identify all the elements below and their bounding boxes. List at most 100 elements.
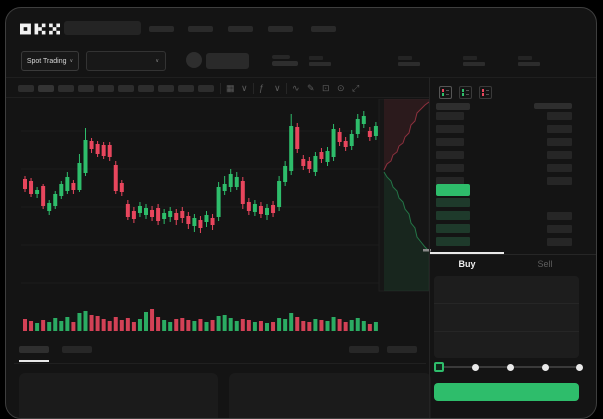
ask-price-placeholder[interactable] <box>436 112 464 120</box>
volume-bar <box>144 312 148 331</box>
chart-tab-placeholder[interactable] <box>19 346 49 353</box>
candle-body <box>101 145 106 156</box>
bid-price-placeholder[interactable] <box>436 198 470 207</box>
candle-body <box>301 159 306 166</box>
interval-button-placeholder[interactable] <box>18 85 34 92</box>
chevron-down-icon[interactable]: ∨ <box>241 83 248 93</box>
candle-body <box>265 208 269 215</box>
candle-body <box>168 211 173 217</box>
candle-body <box>349 134 354 146</box>
pair-name-placeholder[interactable] <box>206 53 249 69</box>
interval-button-placeholder[interactable] <box>138 85 154 92</box>
candle-body <box>59 184 64 196</box>
price-field[interactable] <box>434 276 579 303</box>
pair-avatar[interactable] <box>186 52 202 68</box>
candle-body <box>337 132 342 142</box>
volume-bar <box>349 320 354 331</box>
draw-tool-icon[interactable]: ✎ <box>307 83 315 93</box>
line-tool-icon[interactable]: ∿ <box>292 83 300 93</box>
volume-bar <box>113 317 118 331</box>
order-book-panel: Buy Sell <box>429 77 596 418</box>
interval-button-placeholder[interactable] <box>98 85 114 92</box>
volume-bar <box>222 315 227 331</box>
snapshot-icon[interactable]: ⊡ <box>322 83 330 93</box>
candle-body <box>355 119 360 134</box>
slider-stop-dot[interactable] <box>472 363 479 371</box>
chevron-down-icon[interactable]: ∨ <box>274 83 281 93</box>
volume-bar <box>180 318 185 331</box>
chart-action-placeholder[interactable] <box>349 346 379 353</box>
interval-button-placeholder[interactable] <box>58 85 74 92</box>
volume-bar <box>265 323 269 331</box>
candle-body <box>29 181 34 194</box>
tab-sell[interactable]: Sell <box>537 259 553 269</box>
tab-buy[interactable]: Buy <box>458 259 476 269</box>
settings-icon[interactable]: ⊙ <box>337 83 345 93</box>
volume-bar <box>83 311 88 331</box>
interval-button-placeholder[interactable] <box>38 85 54 92</box>
bottom-panel-left[interactable] <box>19 373 218 418</box>
order-book-asks-icon[interactable] <box>479 86 492 99</box>
ask-price-placeholder[interactable] <box>436 164 464 172</box>
volume-bar <box>295 317 300 331</box>
bid-amount-placeholder <box>547 212 572 220</box>
bid-amount-placeholder <box>547 225 572 233</box>
fullscreen-icon[interactable]: ⤢ <box>352 83 360 93</box>
ask-price-placeholder[interactable] <box>436 151 464 159</box>
nav-item-placeholder[interactable] <box>311 26 336 32</box>
pair-dropdown[interactable]: ∨ <box>86 51 166 71</box>
divider <box>14 363 426 364</box>
bid-price-placeholder[interactable] <box>436 211 470 220</box>
last-price-highlight[interactable] <box>436 184 470 196</box>
spot-trading-selector[interactable]: Spot Trading ∨ <box>21 51 79 71</box>
volume-bar <box>337 319 342 331</box>
slider-stop-dot[interactable] <box>542 363 549 371</box>
nav-item-placeholder[interactable] <box>268 26 293 32</box>
volume-bar <box>131 322 136 331</box>
interval-button-placeholder[interactable] <box>198 85 214 92</box>
ask-price-placeholder[interactable] <box>436 138 464 146</box>
interval-button-placeholder[interactable] <box>158 85 174 92</box>
amount-field[interactable] <box>434 304 579 331</box>
volume-bar <box>156 317 161 331</box>
nav-item-placeholder[interactable] <box>188 26 213 32</box>
stat-label-placeholder <box>463 56 477 60</box>
order-book-bids-icon[interactable] <box>459 86 472 99</box>
interval-button-placeholder[interactable] <box>78 85 94 92</box>
ask-price-placeholder[interactable] <box>436 177 464 185</box>
stat-value-placeholder <box>518 62 540 66</box>
buy-submit-button[interactable] <box>434 383 579 401</box>
volume-bar <box>204 322 209 331</box>
volume-bar <box>228 318 233 331</box>
indicator-icon[interactable]: ƒ <box>259 83 265 93</box>
search-input[interactable] <box>64 21 141 35</box>
chart-action-placeholder[interactable] <box>387 346 417 353</box>
amount-slider-handle[interactable] <box>434 362 444 372</box>
interval-button-placeholder[interactable] <box>178 85 194 92</box>
ask-price-placeholder[interactable] <box>436 125 464 133</box>
okx-logo[interactable] <box>20 23 60 35</box>
total-field[interactable] <box>434 332 579 358</box>
volume-bar <box>277 318 282 331</box>
candle-body <box>83 140 88 173</box>
chart-tab-placeholder[interactable] <box>62 346 92 353</box>
slider-stop-dot[interactable] <box>507 363 514 371</box>
bid-price-placeholder[interactable] <box>436 237 470 246</box>
nav-item-placeholder[interactable] <box>149 26 174 32</box>
volume-bar <box>101 319 106 331</box>
candlestick-chart[interactable] <box>21 99 431 336</box>
candle-body <box>283 166 288 182</box>
volume-bar <box>150 309 155 331</box>
candle-style-icon[interactable]: ▦ <box>226 83 235 93</box>
ask-amount-placeholder <box>547 125 572 133</box>
ask-amount-placeholder <box>547 138 572 146</box>
interval-button-placeholder[interactable] <box>118 85 134 92</box>
candle-body <box>113 165 118 191</box>
bottom-panel-right[interactable] <box>229 373 431 418</box>
slider-stop-dot[interactable] <box>576 363 583 371</box>
candle-body <box>361 116 366 124</box>
bid-price-placeholder[interactable] <box>436 224 470 233</box>
bid-amount-placeholder <box>547 238 572 246</box>
nav-item-placeholder[interactable] <box>228 26 253 32</box>
order-book-combined-icon[interactable] <box>439 86 452 99</box>
